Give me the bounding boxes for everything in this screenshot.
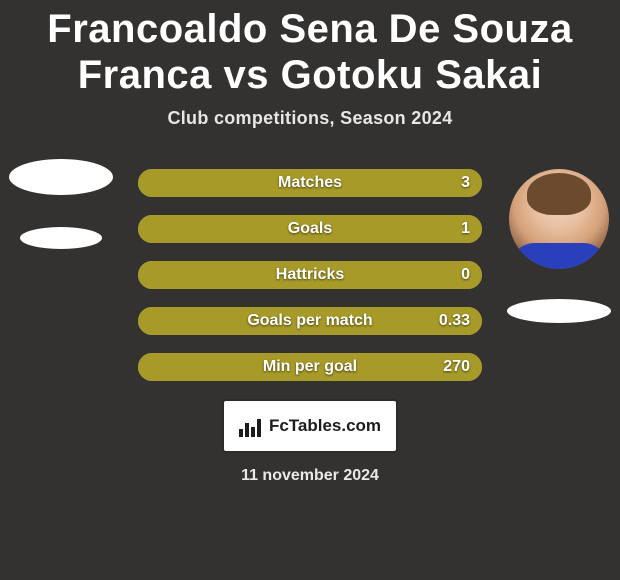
stat-value-right: 0.33 <box>439 312 470 330</box>
comparison-content: Matches 3 Goals 1 Hattricks 0 Goals per match 0… <box>0 169 620 485</box>
stat-value-right: 0 <box>461 266 470 284</box>
player-right-column <box>504 169 614 323</box>
stat-label: Goals <box>288 220 332 238</box>
player-right-badge <box>507 299 611 323</box>
player-left-avatar <box>9 159 113 195</box>
barchart-icon <box>239 415 261 437</box>
subtitle: Club competitions, Season 2024 <box>0 108 620 129</box>
stat-row: Goals 1 <box>138 215 482 243</box>
comparison-bars: Matches 3 Goals 1 Hattricks 0 Goals per match 0… <box>138 169 482 381</box>
stat-label: Hattricks <box>276 266 344 284</box>
player-left-badge <box>20 227 102 249</box>
icon-bar <box>239 429 243 437</box>
stat-label: Matches <box>278 174 342 192</box>
stat-value-right: 3 <box>461 174 470 192</box>
icon-bar <box>257 419 261 437</box>
stat-row: Matches 3 <box>138 169 482 197</box>
stat-value-right: 270 <box>443 358 470 376</box>
player-left-column <box>6 169 116 249</box>
logo-text: FcTables.com <box>269 416 381 436</box>
icon-bar <box>251 427 255 437</box>
stat-label: Min per goal <box>263 358 357 376</box>
stat-row: Hattricks 0 <box>138 261 482 289</box>
stat-value-right: 1 <box>461 220 470 238</box>
page-title: Francoaldo Sena De Souza Franca vs Gotok… <box>0 0 620 102</box>
logo-box: FcTables.com <box>222 399 398 453</box>
stat-row: Goals per match 0.33 <box>138 307 482 335</box>
player-right-avatar <box>509 169 609 269</box>
stat-row: Min per goal 270 <box>138 353 482 381</box>
footer-date: 11 november 2024 <box>0 467 620 485</box>
icon-bar <box>245 423 249 437</box>
stat-label: Goals per match <box>247 312 372 330</box>
